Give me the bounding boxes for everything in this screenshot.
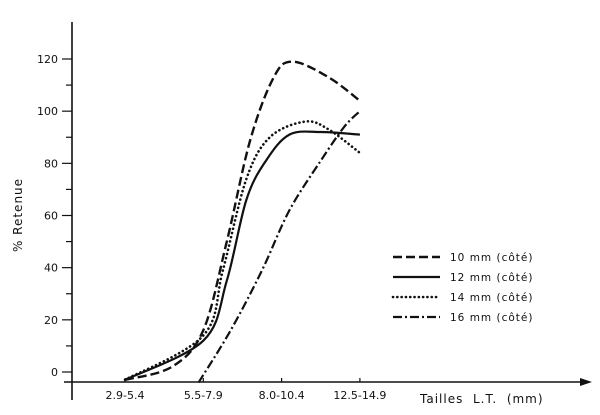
series-line-12mm [124,130,360,381]
axes [64,22,592,400]
x-tick-label: 12.5-14.9 [333,389,386,402]
legend-label: 10 mm (côté) [450,252,533,264]
legend-item: 12 mm (côté) [393,272,533,284]
data-series [123,60,362,384]
y-tick-label: 0 [51,366,58,379]
y-axis-title: % Retenue [11,178,25,252]
legend-item: 14 mm (côté) [391,292,533,304]
y-axis-tick-labels: 0 20 40 60 80 100 120 [37,53,58,379]
series-line-14mm [123,120,362,382]
y-axis-ticks [62,58,72,373]
series-line-10mm [124,60,361,381]
legend-item: 10 mm (côté) [393,252,533,264]
y-tick-label: 40 [44,262,58,275]
y-tick-label: 80 [44,157,58,170]
x-axis-title: Tailles L.T. (mm) [419,392,544,406]
x-axis-arrow-icon [580,378,592,386]
x-axis-tick-labels: 2.9-5.4 5.5-7.9 8.0-10.4 12.5-14.9 [106,389,387,402]
legend: 10 mm (côté) 12 mm (côté) 14 mm (côté) 16 m… [391,252,533,324]
legend-label: 12 mm (côté) [450,272,533,284]
y-tick-label: 20 [44,314,58,327]
y-tick-label: 120 [37,53,58,66]
series-line-16mm [197,110,361,384]
x-tick-label: 2.9-5.4 [106,389,145,402]
legend-label: 16 mm (côté) [450,312,533,324]
legend-item: 16 mm (côté) [393,312,533,324]
legend-label: 14 mm (côté) [450,292,533,304]
x-tick-label: 5.5-7.9 [184,389,223,402]
x-tick-label: 8.0-10.4 [259,389,305,402]
y-tick-label: 100 [37,105,58,118]
y-tick-label: 60 [44,210,58,223]
